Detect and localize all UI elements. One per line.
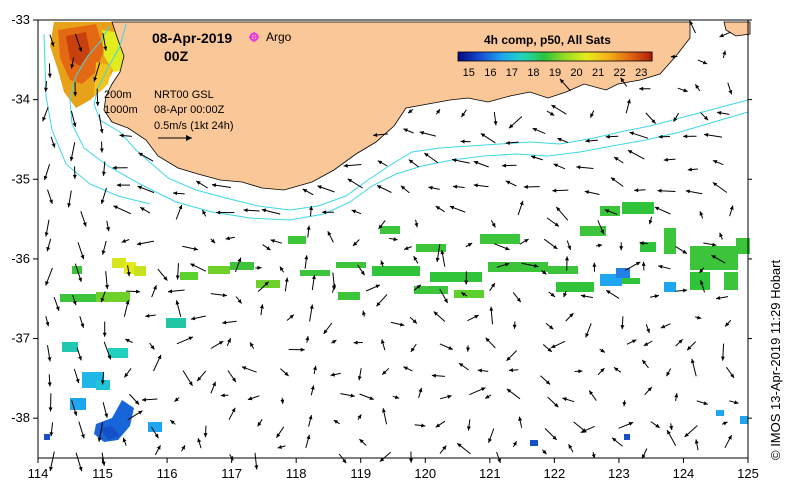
isobaths	[43, 23, 749, 221]
scale-arrow-icon	[158, 135, 192, 141]
lon-tick-label: 124	[673, 466, 695, 481]
lon-tick-label: 119	[350, 466, 371, 481]
colorbar	[457, 51, 653, 62]
colorbar-tick-label: 15	[463, 67, 475, 79]
lon-tick-label: 117	[221, 466, 242, 481]
colorbar-tick-label: 18	[527, 67, 539, 79]
colorbar-tick-label: 22	[614, 67, 626, 79]
lat-tick-label: -35	[11, 171, 30, 186]
isobath-1000m-label: 1000m	[104, 104, 138, 116]
colorbar-ticks: 15 16 17 18 19 20 21 22 23	[463, 67, 648, 79]
colorbar-tick-label: 17	[506, 67, 518, 79]
isobath-200m-label: 200m	[104, 89, 132, 101]
longitude-axis: 114 115 116 117 118 119 120 121 122 123 124 125	[28, 458, 759, 481]
product-time-label: 08-Apr 00:00Z	[154, 104, 225, 116]
credit-text: © IMOS 13-Apr-2019 11:29 Hobart	[768, 260, 783, 460]
lat-tick-label: -38	[11, 410, 30, 425]
colorbar-tick-label: 16	[484, 67, 496, 79]
colorbar-tick-label: 21	[592, 67, 604, 79]
lon-tick-label: 116	[157, 466, 178, 481]
isobath-1000m	[69, 25, 749, 221]
argo-icon	[249, 32, 259, 42]
lon-tick-label: 120	[414, 466, 436, 481]
lon-tick-label: 125	[737, 466, 759, 481]
lon-tick-label: 122	[544, 466, 566, 481]
lon-tick-label: 118	[286, 466, 307, 481]
lat-tick-label: -33	[11, 12, 30, 27]
colorbar-tick-label: 19	[549, 67, 561, 79]
product-label: NRT00 GSL	[154, 89, 214, 101]
map-time: 00Z	[164, 48, 189, 64]
lon-tick-label: 121	[479, 466, 501, 481]
lat-tick-label: -36	[11, 251, 30, 266]
map-frame	[37, 19, 749, 459]
argo-label: Argo	[266, 30, 292, 44]
colorbar-tick-label: 20	[570, 67, 582, 79]
lon-tick-label: 114	[28, 466, 49, 481]
vector-scale-label: 0.5m/s (1kt 24h)	[154, 120, 233, 132]
lon-tick-label: 123	[608, 466, 630, 481]
map-date: 08-Apr-2019	[152, 30, 232, 46]
colorbar-title: 4h comp, p50, All Sats	[484, 33, 611, 47]
latitude-axis: -33 -34 -35 -36 -37 -38	[11, 12, 752, 425]
isobath-200m	[93, 23, 749, 211]
lon-tick-label: 115	[92, 466, 113, 481]
lat-tick-label: -37	[11, 331, 30, 346]
lat-tick-label: -34	[11, 92, 30, 107]
colorbar-tick-label: 23	[635, 67, 647, 79]
current-vectors	[42, 20, 739, 472]
australia-landmass	[103, 21, 691, 191]
